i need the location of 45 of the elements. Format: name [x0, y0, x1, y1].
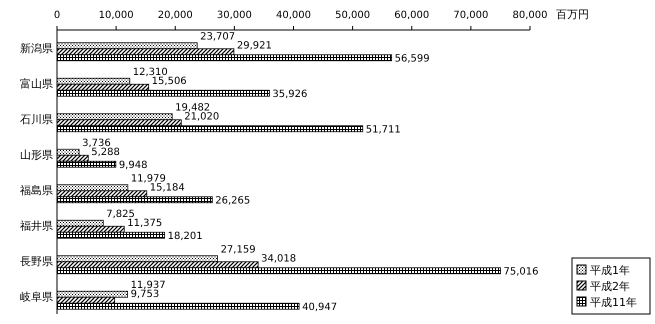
data-label: 56,599: [394, 53, 430, 64]
data-label: 12,310: [132, 66, 168, 78]
data-label: 11,375: [127, 218, 162, 229]
y-tick-label: 石川県: [20, 112, 53, 126]
x-tick-label: 10,000: [98, 10, 134, 21]
data-label: 7,825: [106, 208, 135, 220]
y-tick-label: 新潟県: [20, 42, 53, 55]
y-tick-label: 福島県: [20, 184, 53, 197]
x-tick-label: 50,000: [335, 10, 370, 21]
data-label: 29,921: [236, 40, 272, 52]
x-tick-label: 30,000: [216, 10, 252, 21]
data-label: 21,020: [184, 111, 220, 122]
x-tick-label: 20,000: [158, 10, 193, 21]
data-label: 23,707: [200, 31, 236, 42]
y-tick-label: 長野県: [20, 254, 53, 268]
data-label: 9,753: [130, 288, 160, 300]
x-tick-label: 40,000: [276, 10, 311, 21]
y-tick-label: 富山県: [20, 77, 53, 90]
data-label: 11,937: [130, 280, 166, 291]
data-label: 51,711: [366, 124, 401, 136]
data-label: 40,947: [302, 302, 338, 313]
data-label: 35,926: [272, 88, 308, 100]
x-tick-label: 0: [54, 10, 60, 21]
data-label: 5,288: [91, 146, 120, 158]
data-label: 34,018: [261, 253, 296, 264]
data-label: 11,979: [130, 173, 166, 184]
data-label: 3,736: [82, 138, 111, 149]
data-label: 26,265: [215, 195, 250, 206]
data-label: 18,201: [168, 230, 203, 242]
x-tick-label: 80,000: [512, 10, 548, 21]
y-tick-label: 岐阜県: [20, 290, 53, 304]
data-label: 9,948: [118, 160, 148, 171]
legend-label: 平成2年: [590, 280, 630, 293]
y-tick-label: 福井県: [20, 219, 53, 232]
legend-label: 平成11年: [590, 296, 637, 309]
data-label: 15,506: [152, 76, 187, 87]
data-label: 19,482: [175, 102, 210, 114]
x-tick-label: 70,000: [453, 10, 488, 21]
y-tick-label: 山形県: [20, 148, 53, 162]
data-label: 75,016: [504, 266, 539, 278]
legend-label: 平成1年: [590, 264, 630, 277]
x-axis-title: 百万円: [556, 8, 589, 21]
data-label: 27,159: [220, 244, 256, 256]
data-label: 15,184: [150, 182, 185, 194]
x-tick-label: 60,000: [394, 10, 430, 21]
